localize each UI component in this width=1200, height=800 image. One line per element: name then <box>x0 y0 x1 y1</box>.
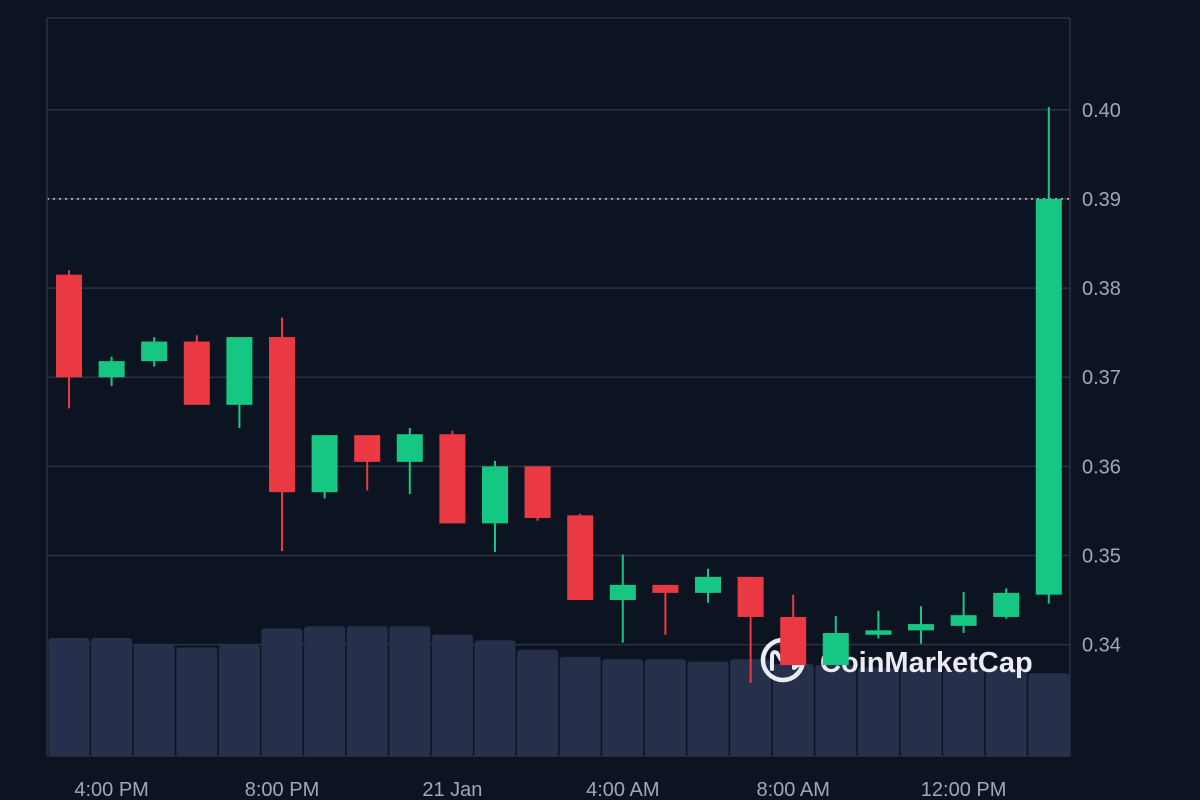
candle-body <box>226 337 253 405</box>
candle-layer <box>56 107 1062 683</box>
candle-body <box>695 576 721 593</box>
volume-bar <box>48 638 90 756</box>
candle-body <box>822 633 849 666</box>
y-tick-label: 0.40 <box>1082 100 1121 122</box>
x-tick-label: 21 Jan <box>422 779 482 800</box>
y-tick-label: 0.37 <box>1082 367 1121 389</box>
volume-bar <box>91 638 133 756</box>
volume-bar <box>431 634 473 756</box>
candle-body <box>950 615 977 626</box>
volume-bar <box>389 626 431 756</box>
volume-bar <box>261 628 303 756</box>
volume-bar <box>133 643 175 756</box>
x-axis-labels: 4:00 PM 8:00 PM 21 Jan 4:00 AM 8:00 AM 12:00 … <box>74 779 1006 800</box>
volume-bar <box>517 649 559 756</box>
y-axis-labels: 0.34 0.35 0.36 0.37 0.38 0.39 0.40 <box>1082 100 1121 657</box>
y-tick-label: 0.38 <box>1082 278 1121 300</box>
candle-body <box>482 466 508 524</box>
volume-bar <box>644 659 686 756</box>
candle-body <box>524 466 551 519</box>
candle-body <box>1035 198 1062 595</box>
volume-bar <box>730 659 772 756</box>
candle-body <box>141 341 168 362</box>
volume-bar <box>346 626 388 756</box>
volume-bar <box>772 663 814 756</box>
volume-bar <box>474 640 516 756</box>
candle-body <box>439 434 466 524</box>
coinmarketcap-watermark: CoinMarketCap <box>760 637 1033 683</box>
candle-body <box>993 592 1020 617</box>
x-tick-label: 4:00 AM <box>586 779 659 800</box>
y-tick-label: 0.36 <box>1082 456 1121 478</box>
volume-bar <box>602 659 644 756</box>
volume-bar <box>687 661 729 756</box>
candle-body <box>98 361 125 378</box>
x-tick-label: 12:00 PM <box>921 779 1007 800</box>
candle-body <box>908 624 934 631</box>
candle-body <box>652 584 679 593</box>
volume-bar <box>943 669 985 756</box>
volume-bar <box>218 645 260 756</box>
candle-body <box>737 576 764 617</box>
volume-bar <box>985 668 1027 756</box>
chart-frame <box>46 17 1071 757</box>
x-tick-label: 4:00 PM <box>74 779 148 800</box>
x-tick-label: 8:00 PM <box>245 779 319 800</box>
y-tick-label: 0.39 <box>1082 189 1121 211</box>
candle-body <box>609 584 636 601</box>
candle-body <box>354 435 381 462</box>
candle-body <box>269 337 295 493</box>
volume-bar <box>815 665 857 756</box>
volume-bar <box>559 656 601 756</box>
x-tick-label: 8:00 AM <box>757 779 830 800</box>
volume-layer <box>48 626 1070 756</box>
candle-body <box>183 341 210 405</box>
candle-body <box>311 435 338 493</box>
y-tick-label: 0.35 <box>1082 545 1121 567</box>
volume-bar <box>857 667 899 756</box>
volume-bar <box>900 668 942 756</box>
volume-bar <box>1028 673 1070 756</box>
volume-bar <box>176 647 218 756</box>
watermark-text: CoinMarketCap <box>820 647 1033 679</box>
candle-body <box>396 434 423 462</box>
grid-layer <box>47 109 1070 646</box>
candle-body <box>56 274 82 378</box>
candle-body <box>567 515 594 601</box>
volume-bar <box>304 626 346 756</box>
candle-body <box>780 616 807 666</box>
y-tick-label: 0.34 <box>1082 635 1121 657</box>
candle-body <box>865 630 892 635</box>
